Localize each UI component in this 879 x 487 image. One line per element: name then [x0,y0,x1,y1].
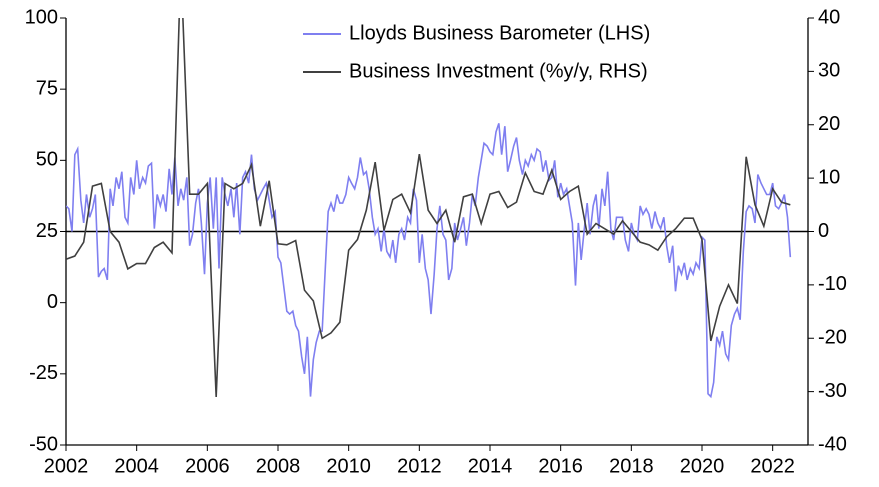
x-tick-label: 2020 [680,455,725,477]
x-tick-label: 2006 [185,455,230,477]
y-tick-label: 75 [36,77,58,99]
y2-tick-label: 10 [818,166,840,188]
series-line [66,123,792,399]
x-tick-label: 2008 [256,455,301,477]
y-tick-label: -50 [29,433,58,455]
x-tick-label: 2002 [44,455,89,477]
x-tick-label: 2014 [468,455,513,477]
y2-tick-label: 20 [818,113,840,135]
x-tick-label: 2022 [750,455,795,477]
y2-tick-label: -40 [818,433,847,455]
y2-tick-label: 40 [818,6,840,28]
series-line [66,18,791,397]
y2-tick-label: -20 [818,327,847,349]
y-tick-label: 50 [36,149,58,171]
y-tick-label: -25 [29,362,58,384]
x-tick-label: 2010 [326,455,371,477]
y2-tick-label: 30 [818,60,840,82]
y2-tick-label: 0 [818,220,829,242]
y2-tick-label: -10 [818,273,847,295]
legend-label: Lloyds Business Barometer (LHS) [349,22,650,44]
y-tick-label: 100 [25,6,58,28]
y-tick-label: 25 [36,220,58,242]
y-tick-label: 0 [47,291,58,313]
legend-label: Business Investment (%y/y, RHS) [349,60,648,82]
x-tick-label: 2018 [609,455,654,477]
y2-tick-label: -30 [818,380,847,402]
x-tick-label: 2012 [397,455,442,477]
x-tick-label: 2004 [114,455,159,477]
x-tick-label: 2016 [538,455,583,477]
